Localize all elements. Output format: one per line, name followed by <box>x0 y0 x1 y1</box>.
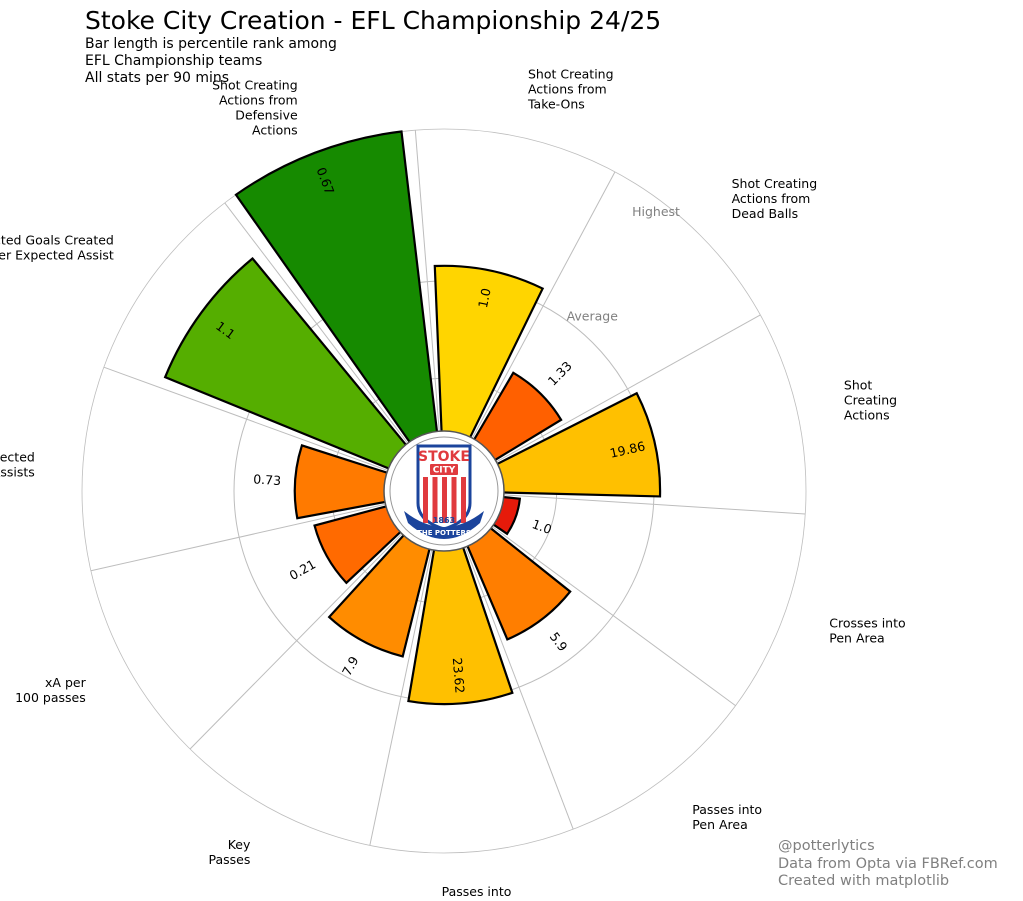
grid-spoke <box>103 366 390 472</box>
grid-spoke <box>189 531 404 750</box>
category-label-10: ExpectedAssists <box>0 449 35 479</box>
category-label-line: xA per <box>45 675 87 690</box>
category-label-line: Dead Balls <box>732 206 799 221</box>
grid-spoke <box>494 314 761 464</box>
category-label-line: Actions from <box>732 191 811 206</box>
category-label-line: Take-Ons <box>527 97 585 112</box>
category-label-1: Shot Creating Actions from Defensive Action… <box>212 77 298 137</box>
category-label-line: Shot Creating <box>212 77 298 92</box>
category-label-line: Pen Area <box>692 817 747 832</box>
category-label-5: Crosses into Pen Area <box>829 616 905 646</box>
value-label-2: 1.0 <box>475 287 494 310</box>
category-label-line: Creating <box>844 393 897 408</box>
ring-label-average: Average <box>567 309 619 324</box>
category-label-7: Passes intoFinal Third <box>442 884 512 901</box>
badge-stripe <box>461 477 466 523</box>
title-block: Stoke City Creation - EFL Championship 2… <box>85 6 661 87</box>
category-label-line: Shot <box>844 378 873 393</box>
badge-stripe <box>423 477 428 523</box>
category-label-line: Passes into <box>442 884 512 899</box>
grid-ring-highest <box>81 128 807 854</box>
badge-ribbon <box>404 511 484 539</box>
value-label-6: 5.9 <box>547 629 571 654</box>
category-label-line: Actions from <box>219 92 298 107</box>
category-label-line: Pen Area <box>829 631 884 646</box>
badge-motto: THE POTTERS <box>417 529 471 537</box>
category-label-line: per Expected Assist <box>0 247 114 262</box>
grid-spoke <box>90 503 388 572</box>
category-label-9: xA per 100 passes <box>15 675 87 705</box>
category-label-line: Actions <box>252 122 298 137</box>
badge-word-city: CITY <box>433 466 456 476</box>
category-label-line: Assists <box>0 464 35 479</box>
credits: @potterlytics Data from Opta via FBRef.c… <box>778 838 998 891</box>
category-label-line: Actions <box>844 408 890 423</box>
category-label-line: Expected <box>0 449 35 464</box>
badge-stripe <box>432 477 438 523</box>
badge-stripe <box>442 477 447 523</box>
category-label-4: Shot Creating Actions <box>844 378 897 423</box>
badge-year: 1863 <box>433 516 455 525</box>
category-label-line: 100 passes <box>15 690 86 705</box>
subtitle-line-3: All stats per 90 mins <box>85 70 230 86</box>
grid-spoke <box>414 130 440 434</box>
category-label-line: Final Third <box>444 899 509 901</box>
category-label-line: Expected Goals Created <box>0 232 114 247</box>
category-label-line: Actions from <box>528 82 607 97</box>
category-label-3: Shot Creating Actions from Dead Balls <box>732 176 818 221</box>
category-label-2: Shot Creating Actions from Take-Ons <box>527 67 614 112</box>
value-label-10: 0.73 <box>253 471 282 488</box>
grid-spoke <box>490 524 736 707</box>
badge-word-stoke: STOKE <box>418 449 470 465</box>
category-label-line: Defensive <box>235 107 298 122</box>
category-label-line: Crosses into <box>829 616 905 631</box>
grid-spoke <box>369 547 433 846</box>
ring-label-highest: Highest <box>632 204 680 219</box>
grid-spoke <box>224 202 410 446</box>
category-label-line: Passes <box>208 852 250 867</box>
category-label-line: Shot Creating <box>732 176 818 191</box>
badge-city-panel <box>430 464 458 475</box>
category-label-8: Key Passes <box>208 837 250 867</box>
subtitle-line-1: Bar length is percentile rank among <box>85 36 337 52</box>
category-label-line: Shot Creating <box>528 67 614 82</box>
value-label-7: 23.62 <box>450 657 468 694</box>
badge-stripe <box>451 477 457 523</box>
value-label-5: 1.0 <box>530 516 554 537</box>
category-label-6: Passes into Pen Area <box>692 802 762 832</box>
credit-tool: Created with matplotlib <box>778 873 950 889</box>
chart-title: Stoke City Creation - EFL Championship 2… <box>85 6 662 35</box>
subtitle-line-2: EFL Championship teams <box>85 53 263 69</box>
grid-spoke <box>464 545 574 830</box>
value-label-3: 1.33 <box>545 358 575 388</box>
value-label-9: 0.21 <box>287 556 319 583</box>
credit-source: Data from Opta via FBRef.com <box>778 855 998 872</box>
grid-spoke <box>501 494 806 515</box>
credit-handle: @potterlytics <box>778 838 875 854</box>
category-label-line: Key <box>228 837 251 852</box>
grid-spoke <box>470 171 616 441</box>
category-label-line: Passes into <box>692 802 762 817</box>
